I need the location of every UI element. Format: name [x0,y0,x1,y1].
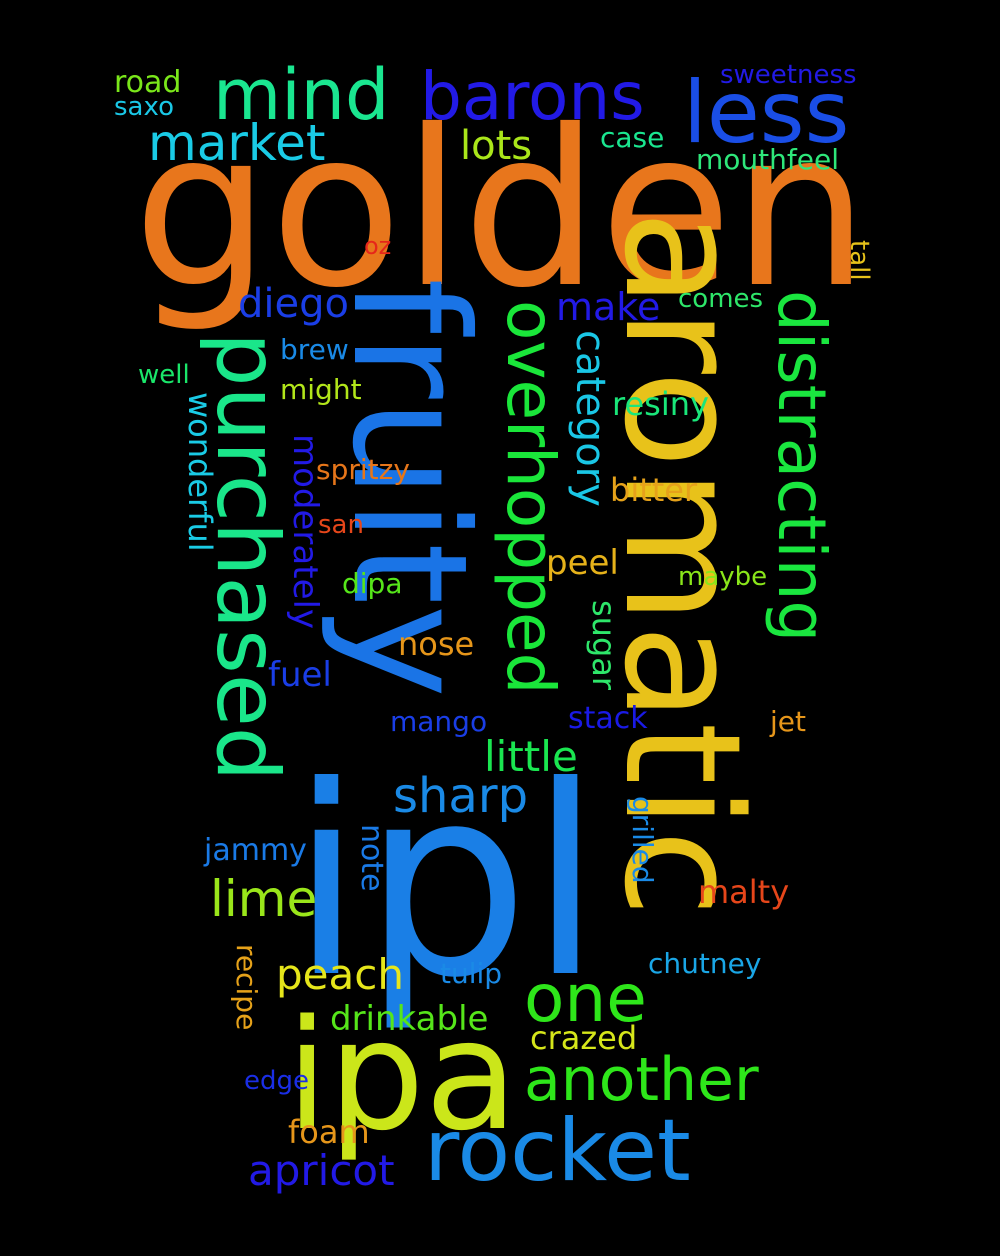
word-mango: mango [390,705,488,738]
word-little: little [484,732,578,781]
word-ipl: ipl [290,730,602,1035]
word-lime: lime [210,870,318,928]
word-golden: golden [133,84,870,335]
word-mouthfeel: mouthfeel [696,143,839,176]
word-case: case [600,121,665,154]
word-dipa: dipa [342,567,403,600]
word-chutney: chutney [648,947,762,980]
word-resiny: resiny [612,385,709,423]
word-road: road [114,65,182,100]
word-another: another [524,1045,759,1115]
word-stack: stack [568,701,648,736]
word-category: category [567,330,613,507]
word-foam: foam [288,1113,370,1151]
word-sugar: sugar [585,600,623,691]
word-mind: mind [213,54,390,136]
word-recipe: recipe [230,944,263,1031]
word-edge: edge [244,1066,309,1096]
word-peel: peel [546,543,619,583]
word-less: less [683,63,850,163]
word-sharp: sharp [393,768,529,824]
word-one: one [524,960,647,1037]
word-malty: malty [698,873,790,911]
word-comes: comes [678,284,764,314]
word-diego: diego [238,281,349,327]
word-fuel: fuel [268,655,332,695]
word-san: san [318,510,364,540]
word-grilled: grilled [626,796,659,884]
word-note: note [354,824,389,892]
word-wonderful: wonderful [181,392,219,552]
word-apricot: apricot [248,1146,395,1195]
word-lots: lots [460,123,533,169]
word-crazed: crazed [530,1019,638,1057]
word-rocket: rocket [424,1101,691,1201]
word-barons: barons [420,58,645,135]
word-oz: oz [364,232,392,260]
word-distracting: distracting [763,290,840,643]
word-drinkable: drinkable [330,999,489,1039]
word-make: make [556,285,661,329]
word-maybe: maybe [678,562,768,592]
word-peach: peach [276,950,404,999]
word-bitter: bitter [610,471,698,509]
word-spritzy: spritzy [316,453,410,486]
word-overhopped: overhopped [492,300,569,695]
word-sweetness: sweetness [720,60,857,90]
word-market: market [148,114,326,172]
word-well: well [138,360,190,390]
word-jet: jet [770,705,806,738]
word-tulip: tulip [440,957,503,990]
word-brew: brew [280,333,349,366]
word-nose: nose [398,625,475,663]
word-tall: tall [844,240,874,281]
word-saxo: saxo [114,92,174,122]
word-ipa: ipa [286,987,518,1164]
word-jammy: jammy [204,833,307,868]
word-might: might [280,373,362,406]
